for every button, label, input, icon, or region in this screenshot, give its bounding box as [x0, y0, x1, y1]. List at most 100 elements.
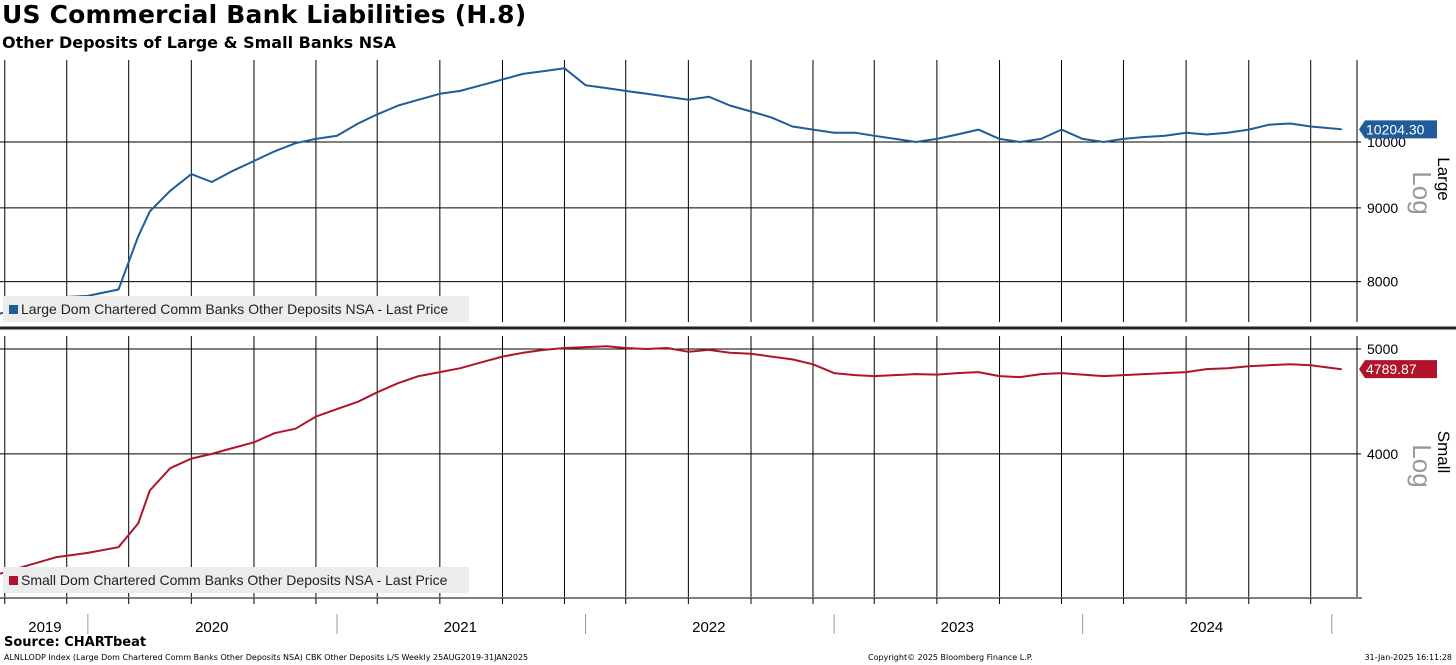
data-point — [1226, 367, 1229, 370]
data-point — [459, 90, 462, 92]
data-point — [956, 133, 959, 136]
data-point — [605, 345, 608, 348]
legend-swatch — [9, 576, 18, 585]
data-point — [315, 415, 317, 418]
data-point — [253, 160, 255, 162]
panel-name-label: Small — [1434, 431, 1453, 474]
data-point — [1143, 373, 1146, 375]
data-point — [915, 141, 917, 143]
data-point — [873, 135, 876, 137]
data-point — [1205, 368, 1208, 370]
last-value-label: 4789.87 — [1366, 361, 1417, 377]
data-point — [232, 170, 234, 172]
data-point — [1164, 372, 1166, 374]
data-point — [1081, 138, 1084, 140]
data-point — [0, 572, 1, 575]
data-point — [357, 122, 359, 125]
data-point — [190, 457, 193, 460]
data-point — [24, 565, 27, 567]
data-point — [1340, 128, 1343, 131]
data-point — [1122, 374, 1125, 376]
data-point — [376, 113, 379, 116]
chart-title: US Commercial Bank Liabilities (H.8) — [2, 0, 527, 29]
last-value-tag: 10204.30 — [1359, 120, 1437, 139]
data-point — [273, 150, 276, 153]
x-tick-label: 2021 — [444, 619, 477, 636]
data-point — [770, 355, 773, 358]
data-point — [873, 375, 876, 377]
data-point — [211, 181, 213, 183]
series-line — [0, 345, 1342, 575]
data-point — [522, 73, 524, 75]
data-point — [1143, 136, 1146, 138]
data-point — [750, 352, 752, 355]
data-point — [646, 93, 648, 95]
data-point — [1102, 375, 1105, 377]
data-point — [666, 95, 669, 98]
log-scale-label: Log — [1407, 171, 1437, 214]
data-point — [915, 373, 917, 375]
last-value-label: 10204.30 — [1366, 121, 1425, 137]
data-point — [1060, 128, 1063, 131]
data-point — [522, 352, 524, 354]
data-point — [543, 70, 545, 72]
data-point — [294, 142, 297, 144]
data-point — [708, 95, 710, 98]
data-point — [117, 288, 120, 291]
data-point — [273, 432, 276, 435]
data-point — [439, 93, 441, 95]
legend: Large Dom Chartered Comm Banks Other Dep… — [3, 296, 469, 322]
data-point — [584, 346, 587, 348]
data-point — [1040, 138, 1042, 140]
data-point — [791, 125, 794, 128]
copyright-note: Copyright© 2025 Bloomberg Finance L.P. — [868, 653, 1033, 662]
x-tick-label: 2020 — [195, 619, 228, 636]
data-point — [624, 90, 627, 92]
timestamp: 31-Jan-2025 16:11:28 — [1364, 653, 1452, 662]
data-point — [543, 349, 545, 351]
last-value-badge — [1359, 360, 1437, 379]
data-point — [1019, 141, 1021, 143]
data-point — [770, 116, 773, 119]
data-point — [459, 367, 462, 370]
x-tick-label: 2019 — [28, 619, 61, 636]
log-scale-label: Log — [1407, 444, 1437, 487]
data-point — [1247, 365, 1250, 368]
data-point — [1040, 373, 1042, 375]
data-point — [708, 349, 710, 351]
x-tick-label: 2022 — [692, 619, 725, 636]
data-point — [211, 453, 213, 455]
x-tick-label: 2023 — [941, 619, 974, 636]
data-point — [87, 552, 89, 554]
data-point — [936, 138, 938, 140]
data-point — [1081, 373, 1084, 376]
data-point — [894, 374, 897, 376]
legend-label: Large Dom Chartered Comm Banks Other Dep… — [21, 301, 448, 317]
data-point — [439, 371, 441, 373]
data-point — [563, 67, 566, 70]
data-point — [956, 372, 959, 374]
data-point — [791, 358, 794, 361]
data-point — [1164, 135, 1166, 137]
y-tick-label: 8000 — [1367, 274, 1398, 290]
x-axis: 2019 2020 2021 2022 2023 2024 — [0, 597, 1362, 636]
legend: Small Dom Chartered Comm Banks Other Dep… — [3, 567, 469, 593]
x-tick-label: 2024 — [1190, 619, 1223, 636]
data-point — [137, 235, 139, 238]
data-point — [1268, 123, 1270, 126]
data-point — [1060, 372, 1063, 374]
data-point — [1102, 141, 1105, 143]
data-point — [1309, 125, 1312, 128]
data-point — [687, 98, 690, 101]
data-point — [894, 138, 897, 140]
source-note: Source: CHARTbeat — [4, 635, 147, 650]
data-point — [854, 131, 856, 134]
data-point — [605, 87, 608, 89]
data-point — [397, 382, 400, 384]
data-point — [336, 135, 338, 137]
data-point — [0, 312, 1, 315]
data-point — [294, 427, 297, 430]
data-point — [1185, 371, 1187, 373]
data-point — [190, 173, 193, 175]
